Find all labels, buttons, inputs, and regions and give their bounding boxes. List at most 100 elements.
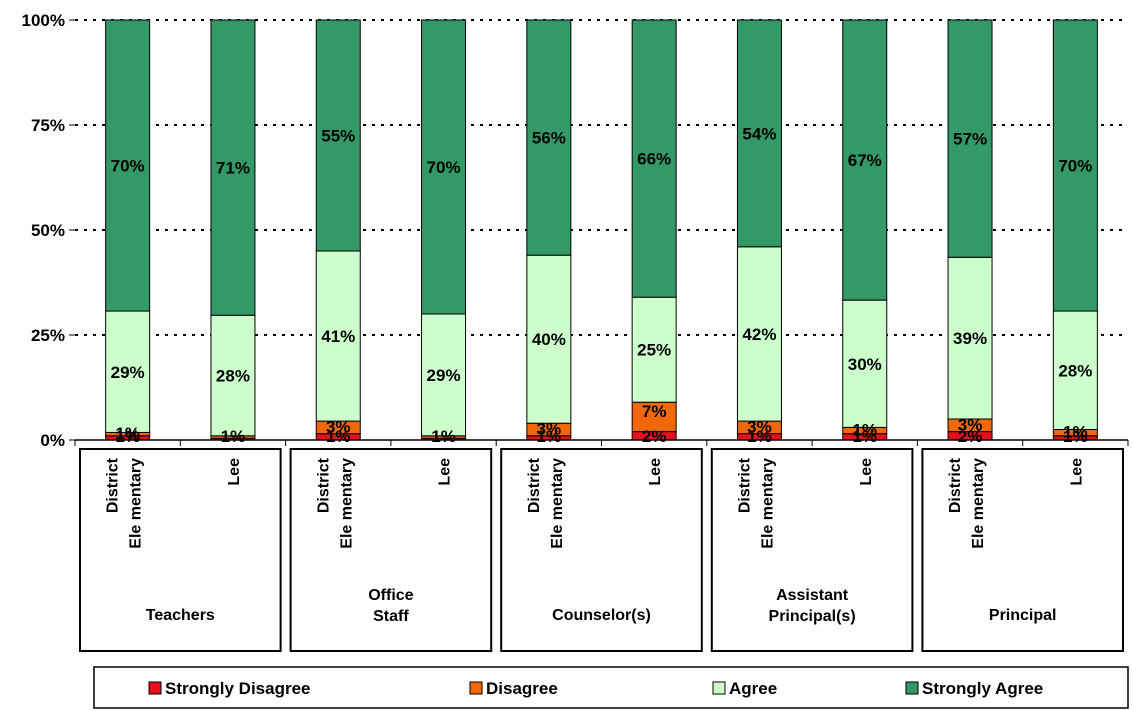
category-label: District [315, 457, 332, 513]
group-label: Principal(s) [769, 608, 856, 625]
category-label: District [736, 457, 753, 513]
data-label: 57% [953, 130, 987, 149]
bars: 1%1%29%70%1%28%71%1%3%41%55%1%29%70%1%3%… [105, 19, 1098, 446]
gridlines [69, 19, 1128, 441]
category-label: District [947, 457, 964, 513]
group-box [500, 448, 703, 652]
data-label: 1% [852, 427, 877, 446]
data-label: 70% [111, 157, 145, 176]
bar-segment [526, 19, 572, 256]
bar-segment [210, 19, 256, 316]
y-tick-label: 100% [22, 11, 65, 30]
data-label: 29% [111, 363, 145, 382]
legend-box [93, 666, 1129, 709]
category-label: Lee [1068, 458, 1085, 486]
data-label: 54% [742, 124, 776, 143]
data-label: 71% [216, 159, 250, 178]
bar-segment [947, 19, 993, 258]
y-tick-label: 0% [40, 431, 65, 450]
data-label: 1% [431, 427, 456, 446]
bar-segment [842, 299, 888, 428]
category-label: District [526, 457, 543, 513]
data-label: 3% [958, 415, 983, 434]
data-label: 1% [115, 427, 140, 446]
data-label: 70% [427, 158, 461, 177]
group-box [289, 448, 493, 652]
legend-swatch [148, 681, 162, 695]
y-tick-label: 75% [31, 116, 65, 135]
category-label: Lee [226, 458, 243, 486]
data-label: 25% [637, 341, 671, 360]
group-label: Assistant [776, 587, 849, 604]
group-box [79, 448, 282, 652]
data-label: 1% [115, 424, 140, 443]
category-label: Ele mentary [759, 458, 776, 549]
data-label: 1% [747, 427, 772, 446]
data-label: 56% [532, 129, 566, 148]
bar-segment [421, 313, 467, 437]
bar-segment [421, 19, 467, 315]
category-label: Lee [858, 458, 875, 486]
bar-segment [105, 19, 151, 312]
bar-segment [210, 314, 256, 437]
data-label: 3% [537, 420, 562, 439]
data-label: 55% [321, 127, 355, 146]
data-label: 1% [1063, 427, 1088, 446]
bar-segment [315, 19, 361, 252]
data-label: 2% [642, 427, 667, 446]
group-box [710, 448, 914, 652]
group-label: Office [368, 587, 413, 604]
y-axis-tick-labels: 0% 25% 50% 75% 100% [22, 11, 65, 450]
bar-segment [631, 401, 677, 433]
category-label: Lee [437, 458, 454, 486]
legend: Strongly Disagree Disagree Agree Strongly A… [93, 666, 1129, 709]
data-label: 40% [532, 330, 566, 349]
y-tick-label: 50% [31, 221, 65, 240]
legend-swatch [469, 681, 483, 695]
bar-segment [947, 256, 993, 420]
category-label: Lee [647, 458, 664, 486]
data-label: 2% [958, 427, 983, 446]
legend-swatch [712, 681, 726, 695]
category-label: Ele mentary [338, 458, 355, 549]
category-label-boxes: Teachers Office Staff Counselor(s) Assistant… [79, 448, 1125, 652]
data-label: 1% [326, 427, 351, 446]
legend-label: Disagree [486, 679, 558, 698]
data-label: 1% [221, 427, 246, 446]
legend-label: Strongly Agree [922, 679, 1043, 698]
data-label: 3% [747, 417, 772, 436]
x-axis [74, 439, 1129, 446]
bar-segment [1052, 310, 1098, 430]
legend-swatch [905, 681, 919, 695]
data-label: 1% [1063, 423, 1088, 442]
bar-segment [105, 310, 151, 433]
data-label: 39% [953, 329, 987, 348]
bar-segment [842, 19, 888, 301]
data-label: 30% [848, 355, 882, 374]
group-box [921, 448, 1125, 652]
data-label: 67% [848, 151, 882, 170]
category-label: District [105, 457, 122, 513]
data-label: 41% [321, 327, 355, 346]
data-label: 28% [1058, 361, 1092, 380]
data-label: 66% [637, 150, 671, 169]
data-label: 7% [642, 402, 667, 421]
data-label: 28% [216, 367, 250, 386]
category-label: Ele mentary [128, 458, 145, 549]
bar-segment [736, 246, 782, 422]
data-label: 70% [1058, 157, 1092, 176]
data-label: 1% [852, 421, 877, 440]
group-label: Principal [989, 607, 1057, 624]
data-label: 29% [427, 366, 461, 385]
bar-segment [1052, 19, 1098, 312]
bar-segment [526, 254, 572, 424]
legend-label: Strongly Disagree [165, 679, 311, 698]
category-label: Ele mentary [970, 458, 987, 549]
group-label: Teachers [146, 607, 215, 624]
y-tick-label: 25% [31, 326, 65, 345]
group-label: Staff [373, 608, 409, 625]
bar-segment [736, 19, 782, 248]
bar-segment [631, 19, 677, 298]
group-label: Counselor(s) [552, 607, 651, 624]
